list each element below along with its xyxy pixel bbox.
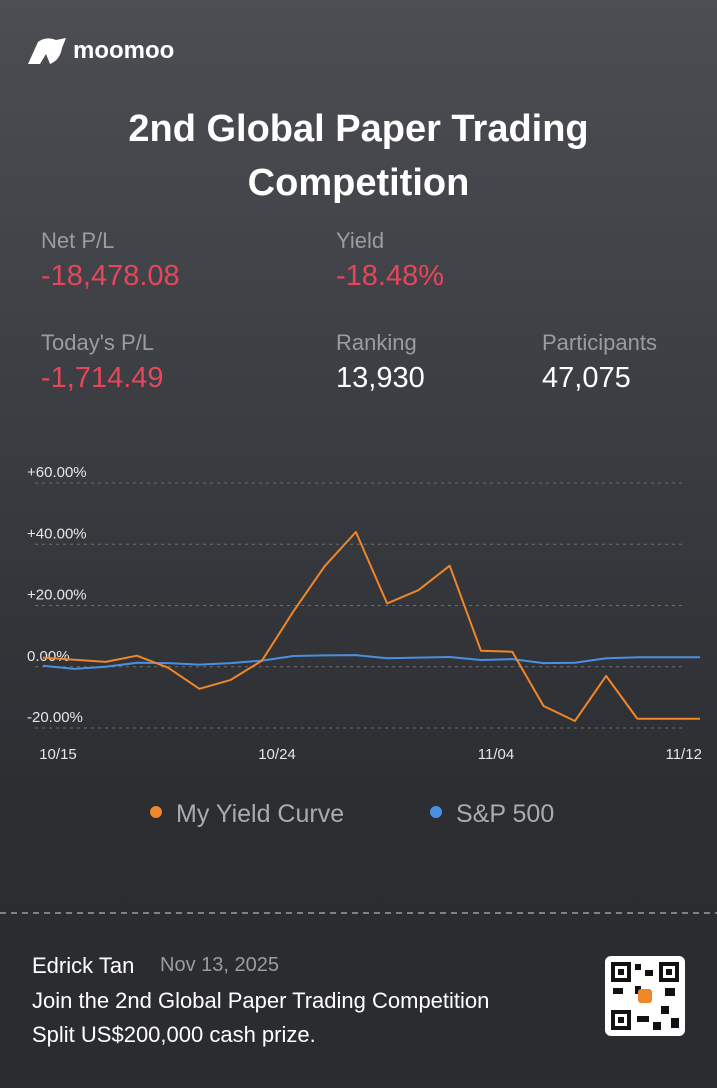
y-tick-label: 0.00% bbox=[27, 648, 70, 665]
stat-label: Today's P/L bbox=[41, 330, 155, 355]
logo-text: moomoo bbox=[73, 37, 175, 64]
stat-label: Net P/L bbox=[41, 228, 115, 253]
y-tick-label: -20.00% bbox=[27, 709, 83, 726]
series-line bbox=[42, 531, 700, 722]
title: 2nd Global Paper Trading Competition bbox=[128, 108, 589, 204]
stat-value: 13,930 bbox=[336, 362, 425, 394]
series-line bbox=[42, 654, 700, 670]
stat-value: -18.48% bbox=[336, 260, 445, 292]
promo-line: Join the 2nd Global Paper Trading Compet… bbox=[32, 988, 490, 1013]
post-date: Nov 13, 2025 bbox=[160, 954, 279, 976]
stat-value: -1,714.49 bbox=[41, 362, 164, 394]
user-name: Edrick Tan bbox=[32, 953, 135, 978]
legend-marker bbox=[430, 806, 442, 818]
legend-label: My Yield Curve bbox=[176, 800, 344, 828]
legend-marker bbox=[150, 806, 162, 818]
y-tick-label: +60.00% bbox=[27, 464, 87, 481]
y-tick-label: +20.00% bbox=[27, 587, 87, 604]
promo-line: Split US$200,000 cash prize. bbox=[32, 1022, 316, 1047]
x-tick-label: 10/15 bbox=[39, 746, 77, 763]
stat-label: Participants bbox=[542, 330, 657, 355]
x-tick-label: 11/12 bbox=[665, 746, 701, 763]
y-tick-label: +40.00% bbox=[27, 525, 87, 542]
x-tick-label: 10/24 bbox=[258, 746, 296, 763]
stat-value: 47,075 bbox=[542, 362, 631, 394]
stat-label: Yield bbox=[336, 228, 385, 253]
separator bbox=[0, 912, 717, 914]
logo-icon bbox=[28, 38, 66, 64]
stat-value: -18,478.08 bbox=[41, 260, 180, 292]
stat-label: Ranking bbox=[336, 330, 417, 355]
legend-label: S&P 500 bbox=[456, 800, 554, 828]
x-tick-label: 11/04 bbox=[478, 746, 514, 763]
qr-code[interactable] bbox=[605, 956, 685, 1036]
chart: -20.00% 0.00% +20.00% +40.00% +60.00% 10/15 10… bbox=[27, 464, 702, 828]
